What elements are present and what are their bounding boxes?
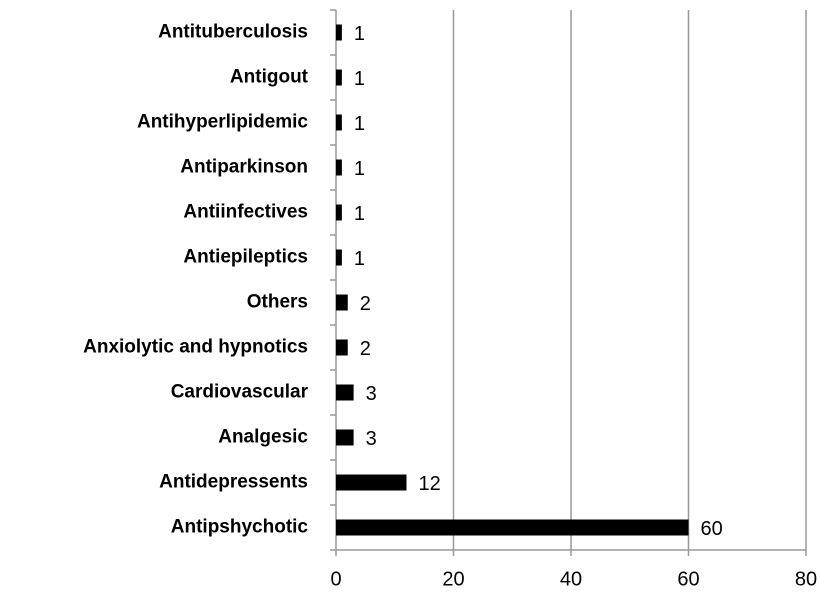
bar: [336, 24, 342, 41]
x-tick-label: 20: [442, 568, 464, 590]
bar: [336, 204, 342, 221]
data-label: 1: [354, 68, 365, 90]
y-tick-label: Antiinfectives: [183, 202, 308, 223]
x-tick-label: 60: [677, 568, 699, 590]
y-tick-label: Anxiolytic and hypnotics: [83, 337, 308, 358]
data-label: 1: [354, 23, 365, 45]
y-tick-label: Analgesic: [218, 427, 308, 448]
y-tick-label: Antihyperlipidemic: [137, 112, 308, 133]
bar: [336, 69, 342, 86]
y-tick-label: Others: [247, 292, 308, 313]
bar: [336, 429, 354, 446]
y-tick-label: Antiepileptics: [183, 247, 308, 268]
bar: [336, 114, 342, 131]
y-tick-label: Antiparkinson: [180, 157, 308, 178]
data-label: 3: [366, 383, 377, 405]
data-label: 2: [360, 338, 371, 360]
data-label: 1: [354, 158, 365, 180]
data-label: 1: [354, 203, 365, 225]
x-tick-label: 80: [795, 568, 817, 590]
x-tick-label: 0: [330, 568, 341, 590]
y-tick-label: Antipshychotic: [171, 517, 309, 538]
data-label: 3: [366, 428, 377, 450]
y-tick-label: Cardiovascular: [171, 382, 309, 403]
x-tick-label: 40: [560, 568, 582, 590]
data-label: 60: [701, 518, 723, 540]
data-label: 12: [419, 473, 441, 495]
bar: [336, 474, 407, 491]
y-tick-label: Antigout: [230, 67, 309, 88]
bar: [336, 294, 348, 311]
bar: [336, 339, 348, 356]
data-label: 1: [354, 248, 365, 270]
data-label: 2: [360, 293, 371, 315]
bar: [336, 384, 354, 401]
bar: [336, 519, 689, 536]
y-tick-label: Antituberculosis: [158, 22, 308, 43]
bar: [336, 249, 342, 266]
data-label: 1: [354, 113, 365, 135]
bar: [336, 159, 342, 176]
y-tick-label: Antidepressents: [159, 472, 308, 493]
